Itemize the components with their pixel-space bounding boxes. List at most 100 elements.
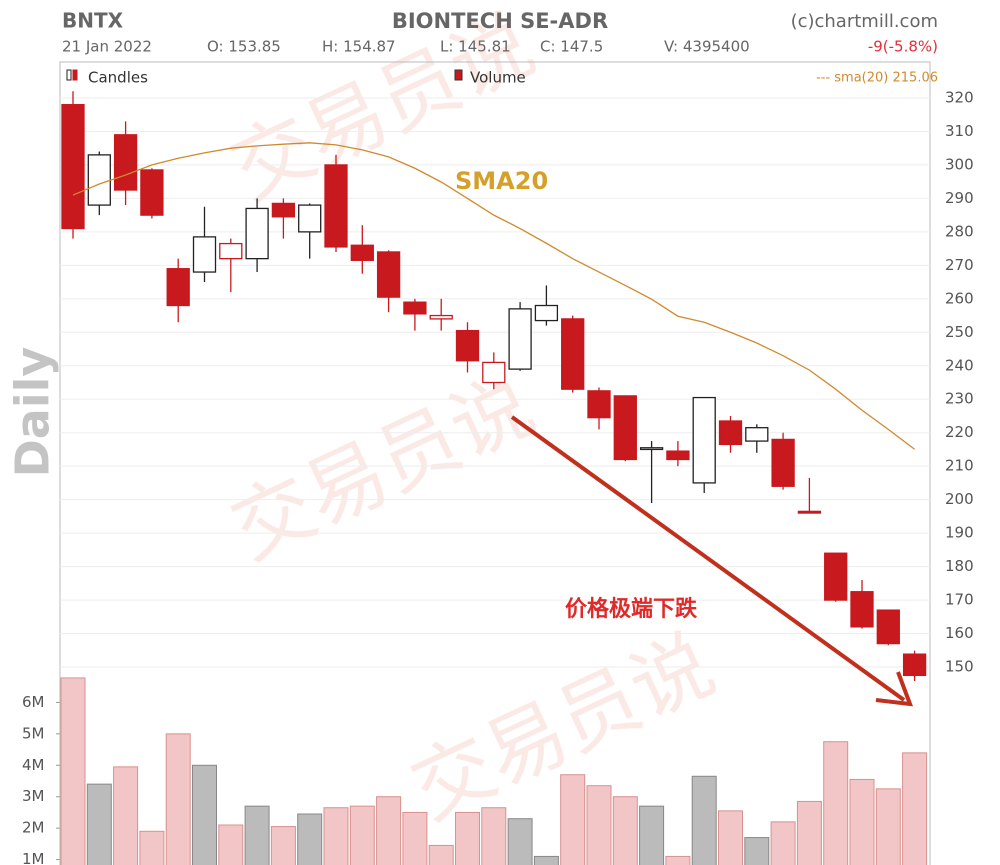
candle-body (455, 329, 480, 362)
high-label: H: 154.87 (322, 38, 396, 56)
volume-bar (270, 826, 296, 865)
candle-body (219, 242, 243, 260)
volume-bar (86, 783, 112, 865)
candle-body (482, 361, 506, 384)
sma-line (72, 142, 915, 450)
volume-bar (244, 805, 270, 865)
labels: 150 160 170 180 190 200 210 220 230 240 250 260 270 2… (22, 69, 974, 865)
candle-body (639, 447, 664, 451)
candle-body (534, 304, 559, 322)
candle-body (824, 552, 848, 601)
volume-bar (744, 837, 770, 865)
y-tick-label: 240 (945, 356, 974, 374)
trend-arrow (510, 415, 906, 702)
legend-label: --- sma(20) 215.06 (816, 71, 938, 86)
volume-bar (349, 805, 375, 865)
candle-body (61, 104, 85, 230)
period-label: Daily (6, 347, 60, 478)
candle-body (298, 204, 322, 233)
low-label: L: 145.81 (440, 38, 511, 56)
volume-bar (507, 818, 533, 865)
drop-annotation: 价格极端下跌 (565, 596, 698, 622)
y-tick-label: 150 (945, 658, 974, 676)
y-tick-label: 160 (945, 624, 974, 642)
legend-swatch (66, 69, 72, 81)
candle-body (87, 154, 111, 206)
candle-body (113, 134, 138, 191)
y-tick-label: 190 (945, 524, 974, 542)
volume-bar (376, 796, 402, 865)
y-tick-label: 170 (945, 591, 974, 609)
y-tick-label: 320 (945, 88, 974, 106)
volume-bar (533, 855, 559, 865)
y-tick-label: 180 (945, 557, 974, 575)
volume-bar (560, 774, 586, 865)
volume-bar (402, 811, 428, 865)
volume-bar (612, 796, 638, 865)
volume-bar (455, 811, 480, 865)
y-tick-label: 300 (945, 155, 974, 173)
candle-body (324, 164, 348, 248)
volume-bar (323, 807, 349, 865)
y-tick-label: 260 (945, 289, 974, 307)
candle-body (902, 653, 927, 677)
y-tick-label: 210 (945, 457, 974, 475)
y-tick-label: 250 (945, 323, 974, 341)
candle-body (166, 268, 190, 307)
date: 21 Jan 2022 (62, 38, 152, 56)
volume-label: V: 4395400 (664, 38, 750, 56)
plot-frame (59, 61, 931, 865)
volume-bar (165, 733, 191, 865)
sma-annotation: SMA20 (455, 167, 548, 195)
y2-tick-label: 5M (22, 724, 45, 742)
candle-body (692, 396, 716, 484)
volume-bar (428, 844, 454, 865)
volume-bars (60, 677, 928, 865)
volume-bar (823, 741, 849, 865)
change-label: -9(-5.8%) (868, 38, 938, 56)
y-tick-label: 310 (945, 122, 974, 140)
candle-body (140, 169, 164, 216)
y-tick-label: 220 (945, 423, 974, 441)
candle-body (350, 244, 374, 261)
open-label: O: 153.85 (207, 38, 281, 56)
y2-tick-label: 2M (22, 819, 45, 837)
y2-tick-label: 4M (22, 756, 45, 774)
volume-bar (481, 807, 507, 865)
volume-bar (875, 788, 901, 865)
grid (56, 97, 930, 861)
close-label: C: 147.5 (540, 38, 603, 56)
volume-bar (192, 764, 217, 865)
candle-body (429, 314, 453, 320)
y-tick-label: 290 (945, 189, 974, 207)
volume-bar (691, 775, 717, 865)
candles (61, 91, 927, 682)
volume-bar (770, 821, 796, 865)
y-tick-label: 230 (945, 390, 974, 408)
candle-body (876, 609, 900, 645)
candle-body (271, 202, 296, 218)
candle-body (771, 438, 795, 487)
candle-body (850, 591, 874, 628)
y-tick-label: 270 (945, 256, 974, 274)
y2-tick-label: 1M (22, 850, 45, 865)
candle-body (403, 301, 427, 315)
candle-body (245, 207, 269, 260)
candle-body (508, 308, 532, 370)
y-tick-label: 200 (945, 490, 974, 508)
source: (c)chartmill.com (791, 11, 938, 32)
candle-body (561, 318, 585, 390)
y2-tick-label: 6M (22, 693, 45, 711)
volume-bar (849, 778, 875, 865)
title: BIONTECH SE-ADR (392, 9, 608, 33)
volume-bar (796, 800, 822, 865)
volume-bar (639, 805, 665, 865)
legend-label: Candles (88, 69, 148, 87)
volume-bar (139, 830, 165, 865)
volume-bar (297, 813, 323, 865)
candle-body (192, 236, 217, 273)
y-tick-label: 280 (945, 222, 974, 240)
volume-bar (113, 766, 139, 865)
volume-bar (718, 810, 743, 865)
volume-bar (665, 855, 691, 865)
